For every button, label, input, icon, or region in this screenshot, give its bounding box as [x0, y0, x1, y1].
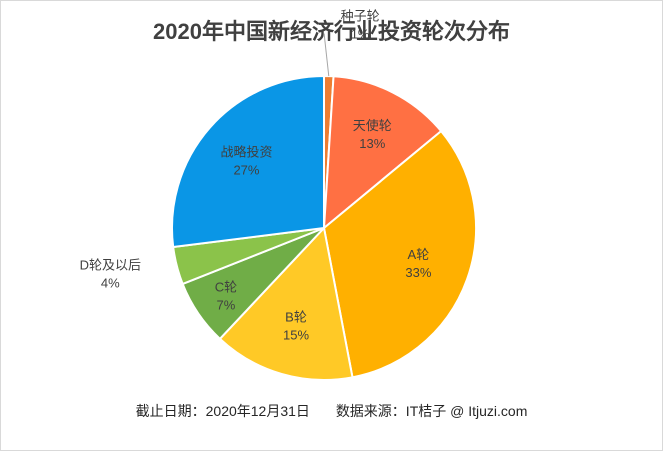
slice-percent-label: 33%	[405, 265, 431, 280]
slice-label: C轮	[215, 280, 237, 295]
chart-title: 2020年中国新经济行业投资轮次分布	[153, 19, 510, 44]
chart-footer: 截止日期：2020年12月31日 数据来源：IT桔子 @ Itjuzi.com	[0, 401, 663, 421]
pie-slice-1	[322, 75, 443, 231]
slice-label: D轮及以后	[80, 258, 141, 273]
pie-slice-2	[322, 129, 477, 379]
leader-line	[323, 33, 330, 77]
pie-slice-6	[171, 74, 325, 249]
slice-percent-label: 13%	[359, 136, 385, 151]
slice-label: 战略投资	[220, 145, 272, 160]
slice-label: 种子轮	[341, 9, 380, 24]
data-source: 数据来源：IT桔子 @ Itjuzi.com	[335, 403, 528, 419]
slice-percent-label: 27%	[233, 163, 259, 178]
pie-slice-3	[218, 225, 354, 381]
slice-percent-label: 7%	[217, 298, 236, 313]
cutoff-date: 截止日期：2020年12月31日	[135, 403, 310, 419]
pie-slices	[171, 74, 477, 381]
slice-percent-label: 1%	[351, 27, 370, 42]
slice-label: 天使轮	[353, 118, 392, 133]
pie-labels: 种子轮 1% 天使轮 13% A轮 33% B轮 15% C轮 7% D轮及以后 4% 战略投资 27%	[80, 9, 432, 343]
slice-label: B轮	[285, 309, 307, 324]
slice-percent-label: 15%	[283, 327, 309, 342]
slice-label: A轮	[408, 247, 430, 262]
slice-percent-label: 4%	[101, 276, 120, 291]
